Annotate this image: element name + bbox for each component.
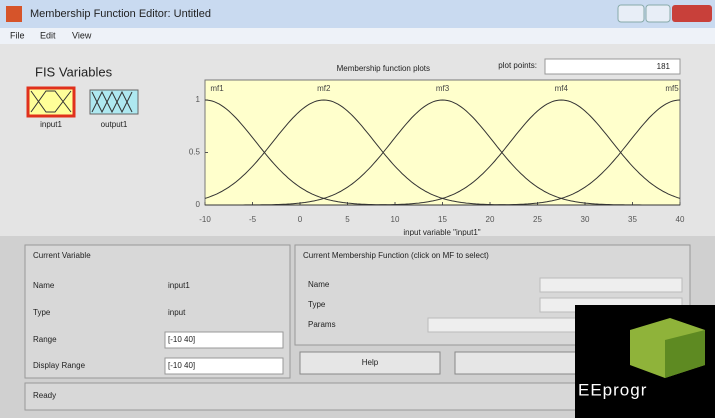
- close-button[interactable]: [672, 5, 712, 22]
- app-icon: [6, 6, 22, 22]
- x-tick-label: 25: [533, 215, 542, 224]
- mf-label: mf2: [317, 84, 331, 93]
- output-icon-lines: [91, 90, 133, 114]
- y-tick-label: 0: [196, 200, 201, 209]
- x-tick-label: 5: [345, 215, 350, 224]
- input-icon-lines: [30, 90, 72, 113]
- field-value: [-10 40]: [168, 335, 195, 344]
- close-dialog-button[interactable]: [454, 351, 596, 375]
- y-tick-label: 1: [196, 95, 201, 104]
- menu-item[interactable]: Edit: [40, 30, 56, 40]
- field-label: Display Range: [33, 361, 86, 370]
- title-bar: [0, 0, 715, 28]
- mf-label: mf4: [555, 84, 569, 93]
- mf-label: mf3: [436, 84, 450, 93]
- plot-points-input[interactable]: [544, 58, 681, 75]
- input-label: input1: [40, 120, 62, 129]
- x-tick-label: -5: [249, 215, 257, 224]
- x-tick-label: 10: [391, 215, 400, 224]
- output-icon-lines: [91, 90, 133, 114]
- minimize-button[interactable]: [617, 4, 645, 23]
- x-tick-label: -10: [199, 215, 211, 224]
- input-variable-icon[interactable]: [26, 86, 76, 118]
- output-label: output1: [101, 120, 128, 129]
- field-input[interactable]: [164, 357, 284, 375]
- mf-field-input[interactable]: [539, 277, 683, 293]
- menu-item[interactable]: File: [10, 30, 25, 40]
- mf-field-label: Type: [308, 300, 326, 309]
- plot-area[interactable]: [204, 79, 681, 206]
- mf-field-label: Params: [308, 320, 336, 329]
- plot-points-value: 181: [657, 62, 671, 71]
- help-button[interactable]: [299, 351, 441, 375]
- mf-label: mf5: [665, 84, 679, 93]
- window-title: Membership Function Editor: Untitled: [30, 8, 211, 20]
- membership-curve[interactable]: [205, 99, 680, 206]
- maximize-button[interactable]: [645, 4, 671, 23]
- status-text: Ready: [33, 391, 56, 400]
- plot-points-label: plot points:: [498, 61, 537, 70]
- y-tick-label: 0.5: [189, 148, 201, 157]
- output-variable-icon[interactable]: [89, 89, 139, 115]
- help-label: Help: [362, 358, 379, 367]
- membership-curve[interactable]: [205, 99, 681, 206]
- x-tick-label: 40: [676, 215, 685, 224]
- x-tick-label: 30: [581, 215, 590, 224]
- field-value: input1: [168, 281, 190, 290]
- field-label: Range: [33, 335, 57, 344]
- menu-bar: [0, 28, 715, 44]
- x-axis-label: input variable "input1": [403, 228, 480, 237]
- menu-item[interactable]: View: [72, 30, 92, 40]
- fis-variables-title: FIS Variables: [35, 64, 113, 79]
- plot-title: Membership function plots: [337, 64, 430, 73]
- watermark-text: EEprogr: [578, 380, 647, 399]
- field-value: [-10 40]: [168, 361, 195, 370]
- field-input[interactable]: [164, 331, 284, 349]
- mf-field-label: Name: [308, 280, 330, 289]
- current-mf-title: Current Membership Function (click on MF…: [303, 251, 489, 260]
- current-variable-panel: [24, 244, 291, 379]
- x-tick-label: 35: [628, 215, 637, 224]
- x-tick-label: 15: [438, 215, 447, 224]
- x-tick-label: 20: [486, 215, 495, 224]
- watermark-cube-side: [665, 330, 705, 378]
- x-tick-label: 0: [298, 215, 303, 224]
- current-variable-title: Current Variable: [33, 251, 91, 260]
- mf-label: mf1: [210, 84, 224, 93]
- field-label: Name: [33, 281, 55, 290]
- field-label: Type: [33, 308, 51, 317]
- field-value: input: [168, 308, 186, 317]
